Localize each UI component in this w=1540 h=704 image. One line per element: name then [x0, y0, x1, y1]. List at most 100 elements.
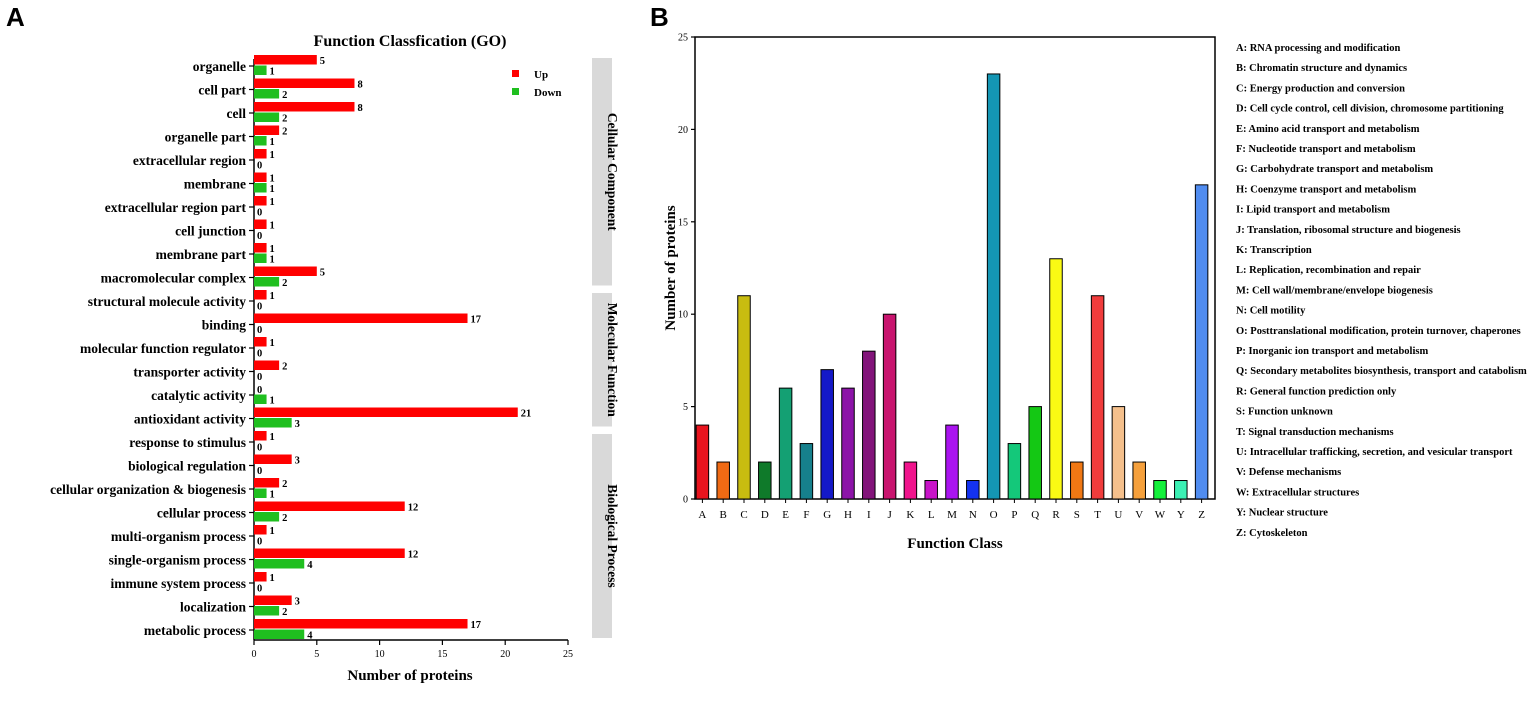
chart-a-category-label: cellular organization & biogenesis: [50, 482, 246, 497]
bar-down-value-label: 1: [270, 184, 275, 195]
chart-b-x-tick-label: B: [720, 509, 727, 521]
chart-a-category-label: molecular function regulator: [80, 341, 246, 356]
chart-a-x-tick-label: 5: [314, 649, 319, 660]
bar-up-value-label: 21: [521, 409, 532, 420]
bar-up: [254, 595, 292, 605]
chart-b-x-tick-label: G: [823, 509, 831, 521]
chart-b-x-tick-label: U: [1114, 509, 1122, 521]
bar-up: [254, 149, 267, 159]
legend-b-item: V: Defense mechanisms: [1236, 467, 1341, 478]
bar-up: [254, 525, 267, 535]
bar-up: [254, 619, 468, 629]
chart-b-x-tick-label: I: [867, 509, 871, 521]
bar-up-value-label: 2: [282, 127, 287, 138]
chart-a-x-tick-label: 10: [375, 649, 385, 660]
chart-a-category-label: macromolecular complex: [101, 271, 247, 286]
bar-up-value-label: 1: [270, 221, 275, 232]
panel-b-letter: B: [650, 2, 669, 32]
bar-class-m: [945, 424, 959, 500]
bar-down-value-label: 2: [282, 607, 287, 618]
bar-up: [254, 55, 317, 65]
legend-a-label-up: Up: [534, 69, 548, 81]
group-box: [592, 58, 612, 286]
bar-up: [254, 266, 317, 276]
bar-class-n: [966, 480, 980, 500]
bar-up: [254, 172, 267, 182]
bar-down: [254, 559, 305, 569]
chart-b-x-tick-label: K: [906, 509, 914, 521]
chart-b-x-tick-label: M: [947, 509, 957, 521]
chart-b-y-tick-label: 0: [683, 495, 688, 506]
chart-b-y-tick-label: 25: [678, 33, 688, 44]
chart-a-x-tick-label: 20: [500, 649, 510, 660]
bar-down-value-label: 3: [295, 419, 300, 430]
bar-up: [254, 572, 267, 582]
chart-a-category-label: single-organism process: [109, 553, 246, 568]
bar-up-value-label: 1: [270, 432, 275, 443]
bar-up-value-label: 1: [270, 526, 275, 537]
legend-b-item: M: Cell wall/membrane/envelope biogenesi…: [1236, 285, 1433, 296]
bar-class-s: [1070, 461, 1084, 500]
bar-down-value-label: 1: [270, 490, 275, 501]
legend-a-swatch-down: [512, 88, 519, 95]
legend-b-item: I: Lipid transport and metabolism: [1236, 205, 1390, 216]
legend-b-item: T: Signal transduction mechanisms: [1236, 427, 1394, 438]
bar-down-value-label: 1: [270, 396, 275, 407]
chart-b-x-tick-label: P: [1011, 509, 1017, 521]
bar-up-value-label: 1: [270, 291, 275, 302]
bar-up-value-label: 1: [270, 197, 275, 208]
chart-a-x-tick-label: 0: [252, 649, 257, 660]
bar-class-o: [986, 73, 1001, 500]
bar-up-value-label: 0: [257, 385, 262, 396]
legend-b-item: P: Inorganic ion transport and metabolis…: [1236, 346, 1428, 357]
bar-up: [254, 125, 280, 135]
chart-b-ylabel: Number of proteins: [663, 205, 679, 330]
chart-a-category-label: catalytic activity: [151, 388, 246, 403]
bar-down-value-label: 2: [282, 513, 287, 524]
chart-a-category-label: transporter activity: [133, 365, 246, 380]
panel-a-letter: A: [6, 2, 25, 32]
bar-down-value-label: 0: [257, 349, 262, 360]
bar-down: [254, 512, 280, 522]
legend-b-item: J: Translation, ribosomal structure and …: [1236, 225, 1461, 236]
chart-b-x-tick-label: F: [803, 509, 809, 521]
legend-b-item: R: General function prediction only: [1236, 386, 1397, 397]
bar-up-value-label: 8: [357, 80, 362, 91]
bar-up: [254, 290, 267, 300]
bar-up-value-label: 12: [408, 550, 419, 561]
chart-a-category-label: antioxidant activity: [134, 412, 246, 427]
bar-class-j: [882, 313, 897, 500]
chart-b-y-tick-label: 15: [678, 217, 688, 228]
bar-class-z: [1194, 184, 1209, 500]
bar-class-q: [1028, 406, 1042, 500]
group-label: Molecular Function: [605, 303, 620, 418]
legend-a-label-down: Down: [534, 87, 562, 99]
legend-b-item: G: Carbohydrate transport and metabolism: [1236, 164, 1433, 175]
bar-down-value-label: 2: [282, 90, 287, 101]
bar-down-value-label: 1: [270, 137, 275, 148]
legend-b-item: Q: Secondary metabolites biosynthesis, t…: [1236, 366, 1527, 377]
legend-b-item: F: Nucleotide transport and metabolism: [1236, 144, 1416, 155]
bar-class-a: [695, 424, 710, 500]
legend-b-item: Y: Nuclear structure: [1236, 508, 1328, 519]
chart-a-category-label: extracellular region: [133, 153, 247, 168]
chart-a-category-label: biological regulation: [128, 459, 246, 474]
bar-class-r: [1049, 258, 1063, 500]
chart-b: 0 5 10 15 20 25 A B C D E F G H I J K L M N O P Q R S T U V W Y Z A: RN…: [678, 33, 1527, 539]
bar-down-value-label: 0: [257, 302, 262, 313]
chart-a-category-label: structural molecule activity: [88, 294, 246, 309]
chart-b-x-tick-label: O: [990, 509, 998, 521]
chart-a-category-label: membrane: [184, 177, 246, 192]
legend-b-item: N: Cell motility: [1236, 306, 1306, 317]
chart-b-x-tick-label: Q: [1031, 509, 1039, 521]
bar-up: [254, 407, 518, 417]
chart-b-x-tick-label: W: [1155, 509, 1166, 521]
bar-class-g: [820, 369, 834, 500]
chart-a-xlabel: Number of proteins: [347, 668, 472, 684]
bar-down-value-label: 0: [257, 537, 262, 548]
chart-b-y-tick-label: 10: [678, 310, 688, 321]
group-box: [592, 293, 612, 427]
chart-b-x-tick-label: R: [1052, 509, 1060, 521]
bar-down: [254, 65, 267, 75]
